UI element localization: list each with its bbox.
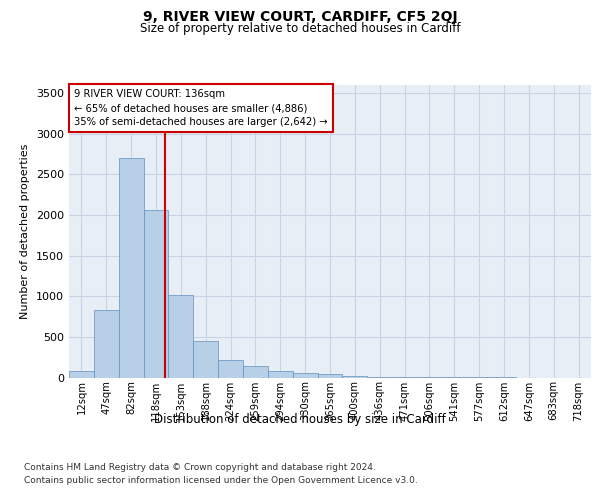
Y-axis label: Number of detached properties: Number of detached properties: [20, 144, 31, 319]
Bar: [317, 374, 343, 378]
Bar: [193, 341, 218, 378]
Bar: [293, 373, 317, 378]
Text: Contains public sector information licensed under the Open Government Licence v3: Contains public sector information licen…: [24, 476, 418, 485]
Bar: [119, 158, 143, 378]
Bar: [143, 210, 169, 378]
Bar: [218, 360, 243, 378]
Text: 9, RIVER VIEW COURT, CARDIFF, CF5 2QJ: 9, RIVER VIEW COURT, CARDIFF, CF5 2QJ: [143, 10, 457, 24]
Bar: [343, 376, 367, 378]
Bar: [367, 376, 392, 378]
Text: 9 RIVER VIEW COURT: 136sqm
← 65% of detached houses are smaller (4,886)
35% of s: 9 RIVER VIEW COURT: 136sqm ← 65% of deta…: [74, 90, 328, 128]
Text: Contains HM Land Registry data © Crown copyright and database right 2024.: Contains HM Land Registry data © Crown c…: [24, 462, 376, 471]
Bar: [169, 294, 193, 378]
Text: Size of property relative to detached houses in Cardiff: Size of property relative to detached ho…: [140, 22, 460, 35]
Bar: [243, 366, 268, 378]
Bar: [69, 372, 94, 378]
Bar: [94, 310, 119, 378]
Text: Distribution of detached houses by size in Cardiff: Distribution of detached houses by size …: [154, 412, 446, 426]
Bar: [268, 372, 293, 378]
